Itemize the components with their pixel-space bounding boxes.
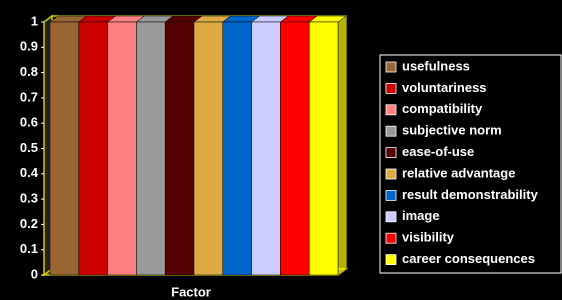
y-tick-label: 1 <box>31 13 38 28</box>
legend-label: subjective norm <box>402 123 502 138</box>
legend-swatch <box>386 255 396 265</box>
bar <box>108 22 137 275</box>
legend-label: compatibility <box>402 101 483 116</box>
legend-swatch <box>386 148 396 158</box>
legend-label: result demonstrability <box>402 187 539 202</box>
y-tick-label: 0.6 <box>20 115 38 130</box>
legend-label: image <box>402 208 440 223</box>
y-tick-label: 0.1 <box>20 241 38 256</box>
y-tick-label: 0.5 <box>20 140 38 155</box>
legend-label: relative advantage <box>402 165 515 180</box>
legend-swatch <box>386 62 396 72</box>
bar <box>252 22 281 275</box>
y-tick-label: 0.2 <box>20 216 38 231</box>
chart: 0 0.1 0.2 0.3 0.4 0.5 0.6 0.7 0.8 0.9 1 Factor usefu… <box>0 0 562 300</box>
legend-swatch <box>386 190 396 200</box>
legend-swatch <box>386 83 396 93</box>
legend-label: career consequences <box>402 251 535 266</box>
legend-swatch <box>386 105 396 115</box>
legend-swatch <box>386 169 396 179</box>
y-tick-label: 0.7 <box>20 89 38 104</box>
y-tick-label: 0.9 <box>20 39 38 54</box>
legend-label: ease-of-use <box>402 144 474 159</box>
y-tick-label: 0 <box>31 266 38 281</box>
y-tick-label: 0.4 <box>20 165 39 180</box>
legend-label: usefulness <box>402 58 470 73</box>
y-tick-label: 0.3 <box>20 191 38 206</box>
bar <box>79 22 108 275</box>
x-tick-label: Factor <box>171 284 211 299</box>
legend-swatch <box>386 212 396 222</box>
bar <box>280 22 309 275</box>
bar <box>194 22 223 275</box>
bar <box>309 22 338 275</box>
legend-swatch <box>386 126 396 136</box>
bar <box>136 22 165 275</box>
bar <box>165 22 194 275</box>
legend-label: visibility <box>402 230 455 245</box>
legend-label: voluntariness <box>402 80 487 95</box>
y-tick-label: 0.8 <box>20 64 38 79</box>
bar-side <box>338 16 346 275</box>
bar <box>50 22 79 275</box>
legend-swatch <box>386 233 396 243</box>
bar <box>223 22 252 275</box>
